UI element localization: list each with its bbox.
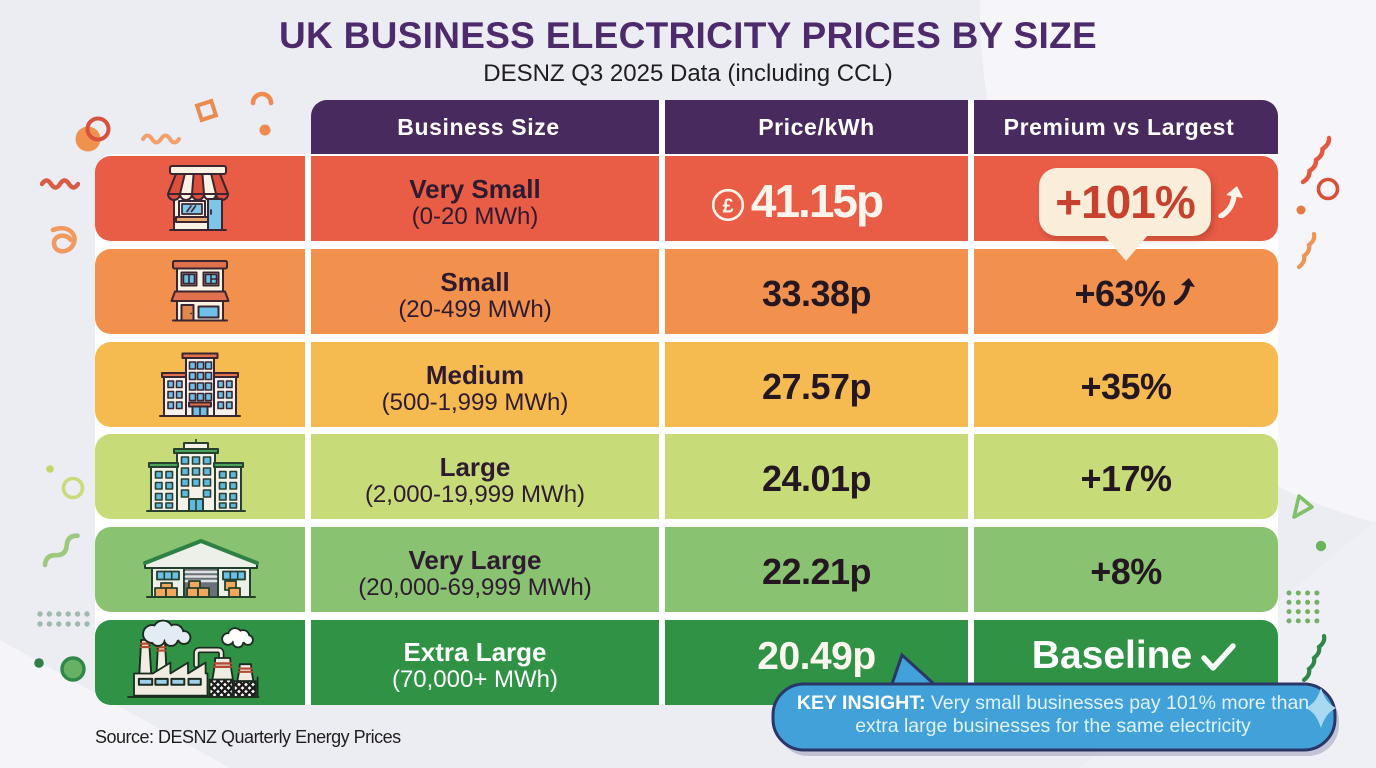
svg-text:£: £: [722, 196, 733, 218]
